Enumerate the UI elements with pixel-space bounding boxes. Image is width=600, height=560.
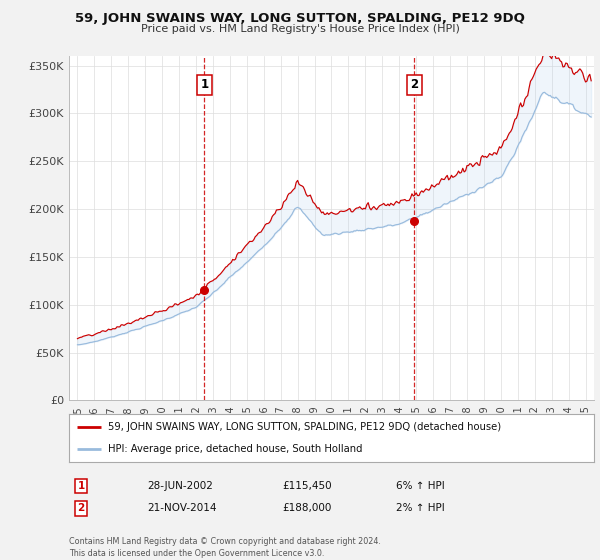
Text: Contains HM Land Registry data © Crown copyright and database right 2024.
This d: Contains HM Land Registry data © Crown c… <box>69 537 381 558</box>
Text: 2: 2 <box>77 503 85 514</box>
Text: 2% ↑ HPI: 2% ↑ HPI <box>396 503 445 514</box>
Text: 59, JOHN SWAINS WAY, LONG SUTTON, SPALDING, PE12 9DQ (detached house): 59, JOHN SWAINS WAY, LONG SUTTON, SPALDI… <box>109 422 502 432</box>
Text: 1: 1 <box>77 481 85 491</box>
Text: Price paid vs. HM Land Registry's House Price Index (HPI): Price paid vs. HM Land Registry's House … <box>140 24 460 34</box>
Text: 6% ↑ HPI: 6% ↑ HPI <box>396 481 445 491</box>
Text: 1: 1 <box>200 78 208 91</box>
Text: 21-NOV-2014: 21-NOV-2014 <box>147 503 217 514</box>
Text: HPI: Average price, detached house, South Holland: HPI: Average price, detached house, Sout… <box>109 444 363 454</box>
Text: 28-JUN-2002: 28-JUN-2002 <box>147 481 213 491</box>
Text: £115,450: £115,450 <box>282 481 332 491</box>
Text: 59, JOHN SWAINS WAY, LONG SUTTON, SPALDING, PE12 9DQ: 59, JOHN SWAINS WAY, LONG SUTTON, SPALDI… <box>75 12 525 25</box>
Text: £188,000: £188,000 <box>282 503 331 514</box>
Text: 2: 2 <box>410 78 418 91</box>
